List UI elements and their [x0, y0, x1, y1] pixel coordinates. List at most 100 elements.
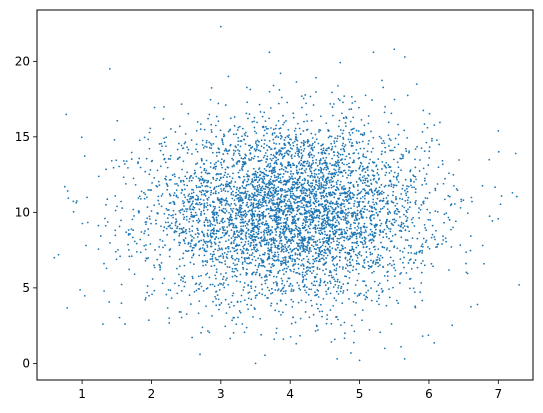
data-point — [220, 198, 223, 201]
data-point — [319, 281, 322, 284]
data-point — [176, 158, 179, 161]
data-point — [190, 215, 193, 218]
data-point — [302, 264, 305, 267]
data-point — [383, 347, 386, 350]
data-point — [424, 197, 427, 199]
data-point — [278, 180, 281, 183]
data-point — [481, 244, 484, 247]
data-point — [148, 131, 151, 134]
data-point — [227, 173, 229, 176]
data-point — [200, 214, 202, 217]
data-point — [310, 147, 313, 150]
data-point — [433, 124, 436, 127]
data-point — [155, 184, 158, 187]
data-point — [405, 209, 408, 212]
data-point — [323, 228, 326, 230]
data-point — [420, 271, 423, 274]
data-point — [189, 234, 192, 237]
data-point — [371, 99, 373, 101]
data-point — [367, 143, 370, 145]
data-point — [195, 203, 198, 205]
data-point — [314, 199, 317, 202]
data-point — [356, 213, 359, 216]
data-point — [328, 153, 330, 155]
data-point — [325, 192, 328, 195]
data-point — [258, 223, 261, 225]
data-point — [189, 195, 192, 198]
data-point — [245, 154, 248, 157]
data-point — [286, 249, 289, 252]
data-point — [266, 149, 269, 152]
data-point — [170, 128, 172, 130]
data-point — [311, 272, 313, 275]
data-point — [288, 285, 291, 287]
data-point — [396, 247, 399, 250]
data-point — [338, 259, 341, 262]
data-point — [348, 264, 351, 267]
data-point — [350, 212, 353, 215]
data-point — [212, 192, 215, 195]
data-point — [390, 169, 393, 172]
data-point — [327, 223, 330, 226]
data-point — [451, 324, 454, 327]
data-point — [250, 147, 252, 149]
data-point — [191, 196, 193, 198]
data-point — [337, 174, 339, 177]
data-point — [203, 212, 206, 215]
data-point — [188, 198, 191, 200]
data-point — [314, 330, 317, 332]
data-point — [352, 196, 355, 199]
data-point — [340, 112, 343, 115]
data-point — [330, 322, 333, 325]
data-point — [295, 166, 298, 169]
data-point — [192, 220, 195, 222]
data-point — [344, 332, 346, 335]
data-point — [213, 207, 216, 210]
data-point — [337, 179, 339, 182]
data-point — [288, 213, 291, 216]
data-point — [334, 208, 337, 210]
data-point — [183, 216, 186, 219]
data-point — [390, 112, 393, 115]
data-point — [339, 192, 341, 195]
data-point — [410, 218, 413, 221]
data-point — [186, 184, 189, 187]
data-point — [371, 207, 374, 210]
data-point — [233, 316, 235, 319]
data-point — [304, 289, 306, 292]
data-point — [218, 303, 221, 306]
data-point — [421, 299, 424, 302]
data-point — [262, 233, 265, 236]
data-point — [278, 201, 281, 204]
data-point — [216, 198, 219, 201]
data-point — [280, 153, 283, 156]
data-point — [267, 174, 270, 177]
data-point — [292, 142, 294, 144]
data-point — [168, 202, 171, 205]
data-point — [326, 200, 329, 202]
data-point — [191, 153, 193, 155]
data-point — [314, 294, 317, 297]
data-point — [123, 163, 126, 165]
data-point — [265, 132, 268, 135]
data-point — [210, 131, 213, 133]
data-point — [414, 158, 416, 161]
data-point — [232, 172, 234, 175]
data-point — [289, 268, 291, 271]
data-point — [284, 196, 287, 199]
data-point — [339, 135, 341, 138]
data-point — [282, 155, 285, 158]
data-point — [335, 255, 338, 258]
data-point — [274, 244, 276, 247]
data-point — [219, 248, 221, 251]
data-point — [292, 192, 295, 195]
data-point — [390, 183, 393, 186]
data-point — [318, 159, 321, 162]
data-point — [215, 161, 218, 164]
data-point — [235, 191, 237, 194]
data-point — [338, 251, 341, 254]
data-point — [346, 163, 348, 166]
data-point — [334, 169, 337, 172]
data-point — [146, 291, 149, 294]
data-point — [300, 184, 303, 187]
